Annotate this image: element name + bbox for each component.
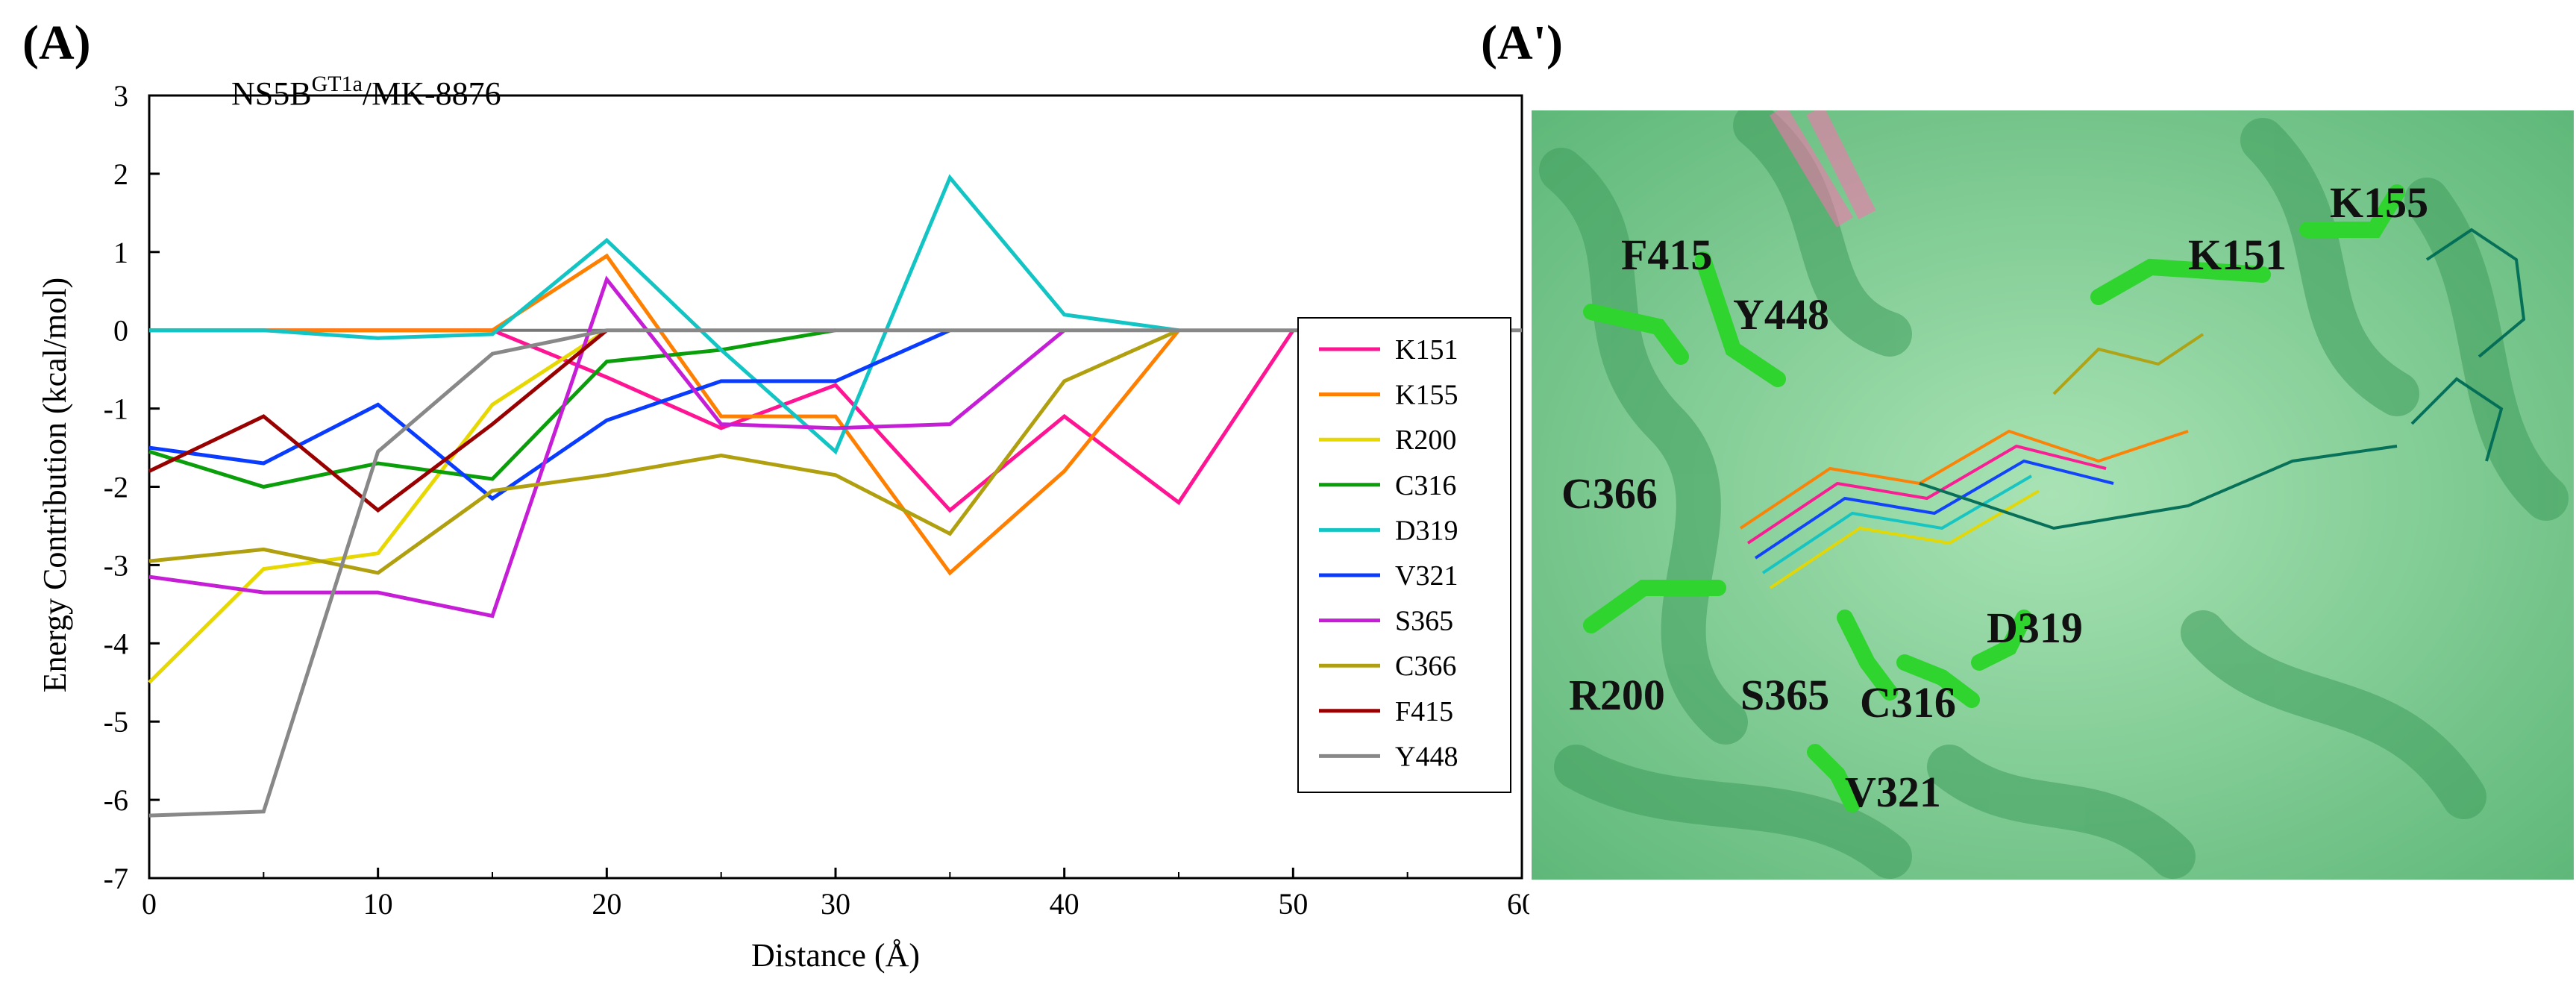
y-axis-title: Energy Contribution (kcal/mol) [37,278,73,692]
series-line-r200 [148,328,608,684]
chart-title-superscript: GT1a [312,72,363,96]
protein-cartoon [1532,110,2574,880]
series-line-k155 [149,253,1180,576]
legend-label-k155: K155 [1395,380,1458,411]
y-tick-label: -6 [104,783,128,817]
y-tick-label: 3 [113,79,128,113]
x-axis-title: Distance (Å) [751,937,920,974]
chart-title: NS5BGT1a/MK-8876 [231,72,501,112]
residue-label-d319: D319 [1987,604,2083,652]
axes: 0 10 20 30 40 50 60 -7 -6 -5 -4 -3 -2 -1 0 1 2 3 [104,79,1529,921]
legend-label-s365: S365 [1395,606,1453,637]
y-tick-label: -2 [104,471,128,504]
x-tick-label: 40 [1050,887,1079,921]
residue-label-k155: K155 [2330,178,2429,227]
series-line-f415 [148,328,608,513]
legend-label-v321: V321 [1395,560,1458,592]
residue-label-r200: R200 [1569,671,1665,719]
series-line-d319 [149,174,1179,455]
y-tick-label: 2 [113,157,128,191]
legend-box [1297,317,1511,793]
x-tick-label: 30 [821,887,850,921]
residue-label-c316: C316 [1860,678,1956,727]
legend-label-f415: F415 [1395,696,1453,727]
y-tick-label: 1 [113,236,128,269]
x-tick-label: 60 [1507,887,1529,921]
panel-label-a: (A) [22,16,91,70]
energy-chart: NS5BGT1a/MK-8876 0 10 20 30 40 50 60-7-6-5-4-3… [37,72,1529,974]
x-tick-label: 50 [1278,887,1308,921]
y-tick-label: -5 [104,705,128,739]
residue-label-s365: S365 [1740,671,1830,719]
series-lines [148,174,1522,818]
series-line-v321 [148,328,951,501]
legend-label-c366: C366 [1395,651,1456,682]
legend-label-d319: D319 [1395,515,1458,546]
residue-label-f415: F415 [1621,231,1713,279]
residue-label-k151: K151 [2188,231,2287,279]
x-tick-label: 20 [592,887,621,921]
residue-label-v321: V321 [1845,768,1941,816]
y-tick-label: -4 [104,627,128,660]
y-tick-label: 0 [113,314,128,348]
chart-title-suffix: /MK-8876 [363,75,501,112]
legend-label-y448: Y448 [1395,741,1458,772]
y-tick-label: -3 [104,548,128,582]
series-line-s365 [148,275,1066,618]
x-tick-label: 0 [142,887,157,921]
legend-label-k151: K151 [1395,334,1458,366]
residue-label-c366: C366 [1561,469,1658,518]
x-tick-label: 10 [363,887,393,921]
legend-label-c316: C316 [1395,470,1456,501]
y-tick-label: -1 [104,392,128,426]
chart-title-main: NS5B [231,75,312,112]
series-line-y448 [148,328,1522,818]
panel-label-a-prime: (A') [1481,16,1563,70]
legend-label-r200: R200 [1395,425,1456,456]
legend: K151 K155 R200 C316 D319 V321 S365 C366 F415 Y448 [1297,317,1511,793]
series-line-c366 [148,328,1180,575]
residue-label-y448: Y448 [1733,290,1829,339]
protein-structure-image: K155 K151 F415 Y448 C366 R200 S365 C316 … [1532,110,2574,880]
y-tick-label: -7 [104,862,128,895]
